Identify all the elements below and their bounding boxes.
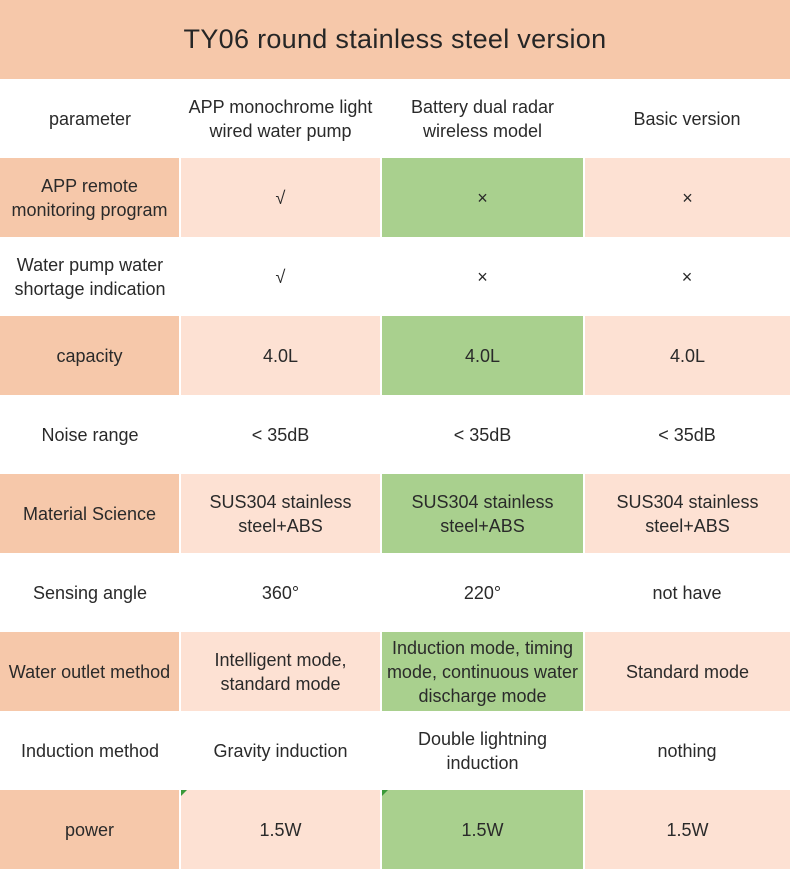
cell-battery-radar: × <box>381 237 584 316</box>
spec-table: parameter APP monochrome light wired wat… <box>0 79 790 869</box>
table-row: APP remote monitoring program √ × × <box>0 158 790 237</box>
cell-battery-radar: SUS304 stainless steel+ABS <box>380 474 584 553</box>
cell-basic: SUS304 stainless steel+ABS <box>583 474 790 553</box>
row-label: capacity <box>0 316 180 395</box>
row-label: power <box>0 790 180 869</box>
cell-basic: 4.0L <box>583 316 790 395</box>
row-label: Material Science <box>0 474 180 553</box>
cell-wired-pump: √ <box>179 158 381 237</box>
cell-wired-pump: 360° <box>180 553 381 632</box>
cell-wired-pump: 1.5W <box>179 790 381 869</box>
table-row: capacity 4.0L 4.0L 4.0L <box>0 316 790 395</box>
cell-battery-radar: 1.5W <box>380 790 584 869</box>
cell-basic: × <box>584 237 790 316</box>
cell-battery-radar: Double lightning induction <box>381 711 584 790</box>
cell-battery-radar: Induction mode, timing mode, continuous … <box>380 632 584 711</box>
row-label: Sensing angle <box>0 553 180 632</box>
table-row: power 1.5W 1.5W 1.5W <box>0 790 790 869</box>
cell-basic: < 35dB <box>584 395 790 474</box>
table-row: Water outlet method Intelligent mode, st… <box>0 632 790 711</box>
row-label: Water outlet method <box>0 632 180 711</box>
row-label: Induction method <box>0 711 180 790</box>
table-row: Material Science SUS304 stainless steel+… <box>0 474 790 553</box>
cell-basic: nothing <box>584 711 790 790</box>
table-row: Induction method Gravity induction Doubl… <box>0 711 790 790</box>
cell-wired-pump: < 35dB <box>180 395 381 474</box>
cell-basic: Standard mode <box>583 632 790 711</box>
cell-battery-radar: × <box>380 158 584 237</box>
table-title: TY06 round stainless steel version <box>0 0 790 79</box>
cell-wired-pump: √ <box>180 237 381 316</box>
cell-basic: 1.5W <box>583 790 790 869</box>
header-parameter: parameter <box>0 79 180 158</box>
row-label: Noise range <box>0 395 180 474</box>
table-row: Water pump water shortage indication √ ×… <box>0 237 790 316</box>
header-basic: Basic version <box>584 79 790 158</box>
cell-basic: not have <box>584 553 790 632</box>
cell-wired-pump: SUS304 stainless steel+ABS <box>179 474 381 553</box>
cell-basic: × <box>583 158 790 237</box>
cell-battery-radar: < 35dB <box>381 395 584 474</box>
cell-wired-pump: Gravity induction <box>180 711 381 790</box>
table-row: Noise range < 35dB < 35dB < 35dB <box>0 395 790 474</box>
row-label: Water pump water shortage indication <box>0 237 180 316</box>
cell-battery-radar: 4.0L <box>380 316 584 395</box>
header-battery-radar: Battery dual radar wireless model <box>381 79 584 158</box>
cell-wired-pump: Intelligent mode, standard mode <box>179 632 381 711</box>
table-row: Sensing angle 360° 220° not have <box>0 553 790 632</box>
cell-battery-radar: 220° <box>381 553 584 632</box>
header-row: parameter APP monochrome light wired wat… <box>0 79 790 158</box>
row-label: APP remote monitoring program <box>0 158 180 237</box>
cell-wired-pump: 4.0L <box>179 316 381 395</box>
header-wired-pump: APP monochrome light wired water pump <box>180 79 381 158</box>
